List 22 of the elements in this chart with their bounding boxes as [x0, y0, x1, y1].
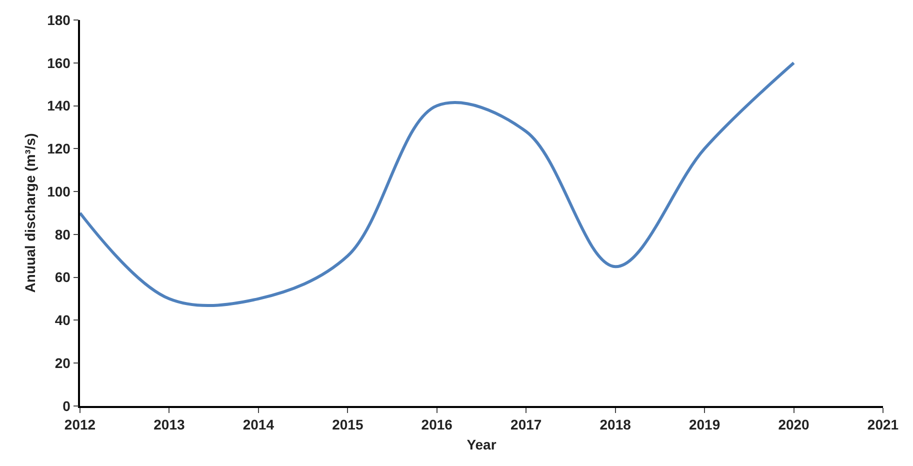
x-tick-label: 2016 [421, 416, 453, 433]
x-tick-label: 2013 [154, 416, 185, 433]
y-tick-label: 180 [47, 12, 71, 28]
x-tick-label: 2014 [242, 416, 274, 433]
x-tick-label: 2019 [688, 416, 720, 433]
y-tick-label: 120 [47, 140, 71, 157]
x-axis-title: Year [466, 436, 497, 452]
x-tick-label: 2021 [867, 416, 899, 433]
y-tick-label: 0 [62, 398, 71, 414]
y-tick-label: 160 [47, 54, 71, 71]
y-tick-label: 40 [54, 312, 71, 328]
y-tick-label: 80 [54, 226, 71, 242]
y-tick-label: 60 [54, 269, 71, 286]
x-tick-label: 2017 [510, 416, 542, 433]
y-axis-title: Anuual discharge (m³/s) [22, 133, 38, 293]
x-tick-label: 2018 [600, 416, 632, 433]
y-tick-label: 140 [47, 98, 71, 114]
y-tick-label: 100 [47, 183, 71, 200]
x-tick-label: 2015 [332, 416, 364, 433]
y-tick-label: 20 [54, 355, 71, 372]
x-tick-label: 2012 [64, 416, 96, 433]
x-tick-label: 2020 [778, 416, 810, 433]
